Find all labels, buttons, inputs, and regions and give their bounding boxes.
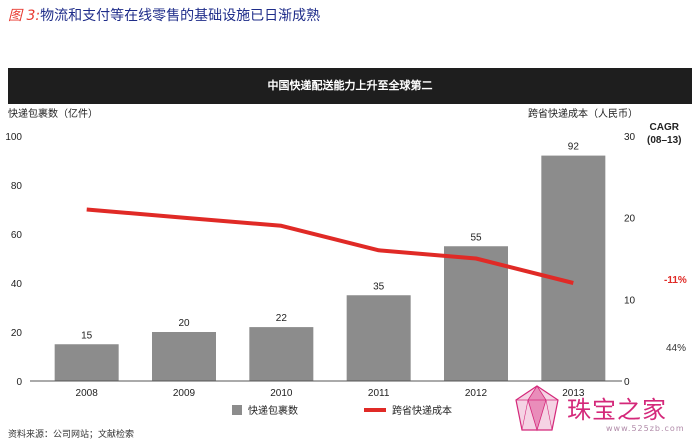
cagr-header-line2: (08–13) [647, 135, 682, 146]
legend-label-line: 跨省快递成本 [392, 404, 452, 417]
y-tick-label: 20 [11, 328, 23, 339]
bar [54, 344, 119, 381]
x-tick-label: 2009 [173, 388, 196, 399]
cagr-header: CAGR (08–13) [647, 121, 681, 147]
watermark-name: 珠宝之家 [567, 396, 667, 424]
bar [152, 332, 216, 381]
source-note: 资料来源：公司网站；文献检索 [8, 430, 135, 440]
y2-tick-label: 20 [624, 214, 636, 225]
y-tick-label: 60 [11, 230, 23, 241]
cagr-bar-value: 44% [666, 343, 687, 354]
legend-label-bars: 快递包裹数 [248, 404, 298, 417]
y-tick-label: 0 [16, 377, 22, 388]
cagr-line-value: -11% [664, 275, 687, 286]
y2-tick-label: 0 [624, 377, 630, 388]
bar-data-label: 55 [470, 232, 482, 243]
bar [346, 295, 411, 381]
y2-tick-label: 10 [624, 295, 636, 306]
x-tick-label: 2012 [465, 388, 488, 399]
watermark-url: www.525zb.com [606, 424, 685, 433]
x-tick-label: 2010 [270, 388, 293, 399]
y-tick-label: 40 [11, 279, 23, 290]
figure-title: 图 3:物流和支付等在线零售的基础设施已日渐成熟 [8, 6, 320, 26]
bar-data-label: 35 [373, 281, 385, 292]
x-tick-label: 2011 [368, 388, 390, 399]
x-tick-label: 2013 [562, 388, 585, 399]
bar [444, 246, 508, 381]
chart-banner: 中国快递配送能力上升至全球第二 [8, 68, 692, 104]
bar [249, 327, 314, 381]
bar-data-label: 20 [178, 318, 190, 329]
gem-logo-icon [515, 385, 559, 432]
bar-data-label: 92 [568, 142, 580, 153]
watermark: 珠宝之家 www.525zb.com [512, 382, 698, 442]
legend-swatch-bars [232, 405, 242, 415]
y-tick-label: 80 [11, 181, 23, 192]
bar [541, 155, 606, 381]
bar-data-label: 15 [81, 330, 93, 341]
y-axis-title: 快递包裹数（亿件） [8, 107, 98, 120]
cagr-header-line1: CAGR [649, 122, 679, 133]
figure-label: 图 3: [8, 8, 41, 24]
series-line [86, 207, 574, 285]
figure-title-text: 物流和支付等在线零售的基础设施已日渐成熟 [40, 8, 321, 24]
y-tick-label: 100 [5, 132, 22, 143]
y2-axis-title: 跨省快递成本（人民币） [528, 107, 638, 120]
x-tick-label: 2008 [76, 388, 99, 399]
y2-tick-label: 30 [624, 132, 636, 143]
bar-data-label: 22 [276, 313, 288, 324]
